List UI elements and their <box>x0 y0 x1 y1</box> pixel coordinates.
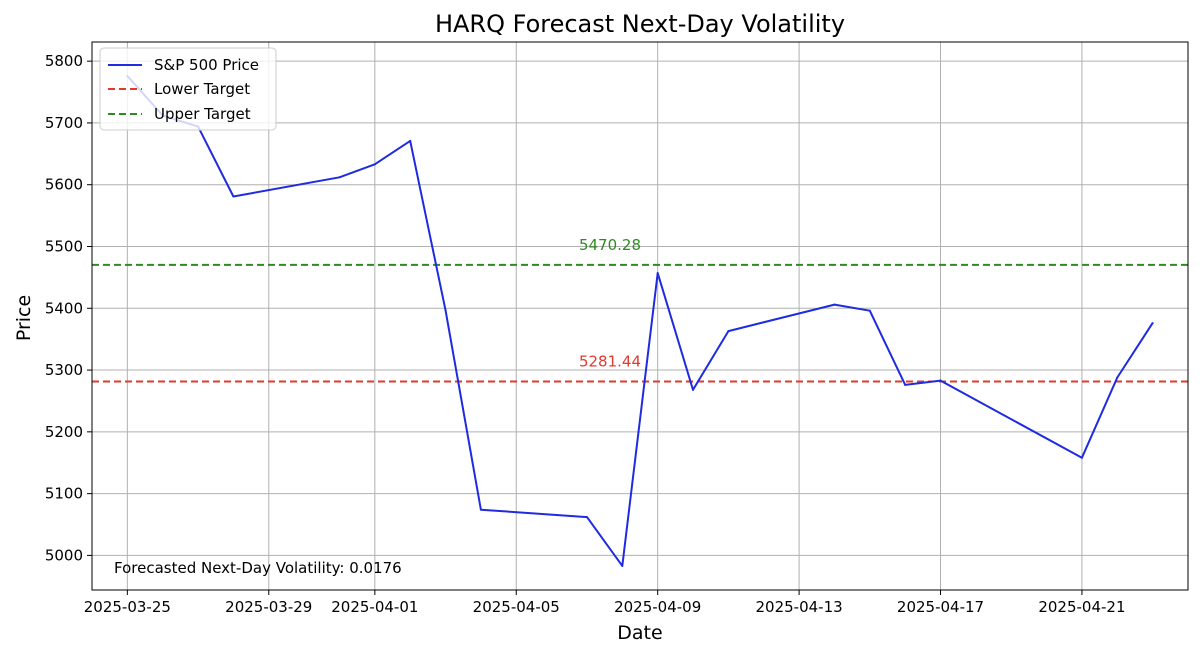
legend: S&P 500 Price Lower Target Upper Target <box>99 47 277 131</box>
x-tick-label: 2025-04-13 <box>756 598 843 616</box>
y-tick-label: 5100 <box>45 485 83 503</box>
data-point <box>338 176 341 179</box>
data-point <box>585 516 588 519</box>
series-layer <box>126 74 1154 567</box>
y-tick-label: 5600 <box>45 176 83 194</box>
x-tick-label: 2025-04-09 <box>614 598 701 616</box>
x-tick-label: 2025-04-17 <box>897 598 984 616</box>
series-line-price <box>126 75 1154 567</box>
x-tick-label: 2025-04-01 <box>331 598 418 616</box>
legend-label-lower: Lower Target <box>154 80 250 98</box>
data-point <box>232 195 235 198</box>
legend-box <box>99 47 277 131</box>
y-tick-label: 5400 <box>45 299 83 317</box>
legend-label-upper: Upper Target <box>154 105 251 123</box>
reference-label-lower: 5281.44 <box>579 353 641 371</box>
data-point <box>692 388 695 391</box>
data-point <box>868 309 871 312</box>
legend-label-price: S&P 500 Price <box>154 56 259 74</box>
y-tick-label: 5700 <box>45 114 83 132</box>
plot-frame <box>91 41 1189 591</box>
data-point <box>727 330 730 333</box>
grid <box>92 42 1188 590</box>
data-point <box>1080 456 1083 459</box>
y-axis: 5000 5100 5200 5300 5400 5500 5600 5700 5800 <box>45 52 92 564</box>
data-point <box>444 309 447 312</box>
x-tick-label: 2025-03-29 <box>225 598 312 616</box>
y-tick-label: 5200 <box>45 423 83 441</box>
y-tick-label: 5300 <box>45 361 83 379</box>
data-point <box>1151 322 1154 325</box>
data-point <box>621 564 624 567</box>
data-point <box>373 163 376 166</box>
x-axis-title: Date <box>617 622 662 644</box>
data-point <box>409 139 412 142</box>
data-point <box>656 272 659 275</box>
x-tick-label: 2025-03-25 <box>84 598 171 616</box>
reference-lines: 5281.44 5470.28 <box>92 236 1188 383</box>
y-tick-label: 5800 <box>45 52 83 70</box>
y-tick-label: 5500 <box>45 237 83 255</box>
data-point <box>833 303 836 306</box>
data-point <box>904 383 907 386</box>
y-tick-label: 5000 <box>45 546 83 564</box>
x-tick-label: 2025-04-05 <box>473 598 560 616</box>
data-point <box>479 508 482 511</box>
data-point <box>1116 376 1119 379</box>
reference-label-upper: 5470.28 <box>579 236 641 254</box>
data-point <box>939 379 942 382</box>
volatility-annotation: Forecasted Next-Day Volatility: 0.0176 <box>114 559 402 577</box>
x-tick-label: 2025-04-21 <box>1038 598 1125 616</box>
chart-title: HARQ Forecast Next-Day Volatility <box>435 10 845 38</box>
y-axis-title: Price <box>13 295 35 341</box>
x-axis: 2025-03-25 2025-03-29 2025-04-01 2025-04-05… <box>84 590 1126 616</box>
